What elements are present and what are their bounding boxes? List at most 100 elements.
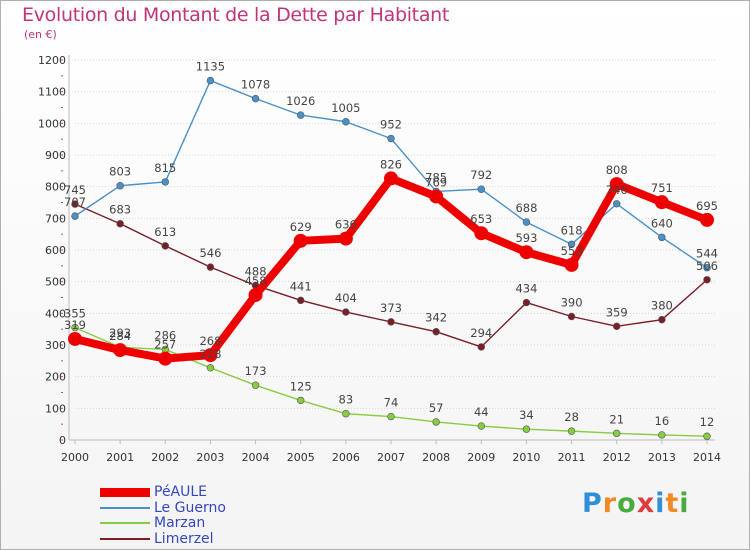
data-label: 506 xyxy=(696,259,718,273)
logo-letter: i xyxy=(655,488,666,519)
legend-item: Marzan xyxy=(100,515,205,531)
data-label: 257 xyxy=(154,338,176,352)
data-label: 284 xyxy=(109,329,131,343)
data-label: 785 xyxy=(425,170,447,184)
x-tick-label: 2007 xyxy=(377,451,405,464)
x-tick-label: 2011 xyxy=(558,451,586,464)
data-point xyxy=(206,364,215,372)
data-point xyxy=(68,331,82,346)
x-tick-label: 2006 xyxy=(332,451,360,464)
y-tick-label: 200 xyxy=(45,371,66,384)
data-point xyxy=(293,233,308,248)
data-point xyxy=(387,134,395,143)
legend-item: PéAULE xyxy=(100,484,207,500)
legend-item: Limerzel xyxy=(100,531,214,547)
data-label: 83 xyxy=(339,393,354,407)
data-point xyxy=(206,76,215,85)
data-label: 57 xyxy=(429,401,444,415)
x-tick-label: 2008 xyxy=(422,451,450,464)
data-label: 342 xyxy=(425,311,447,325)
data-label: 808 xyxy=(606,163,628,177)
data-label: 380 xyxy=(651,299,673,313)
data-point xyxy=(522,218,531,226)
data-point xyxy=(161,178,169,186)
data-point xyxy=(116,182,124,190)
data-label: 593 xyxy=(515,231,537,245)
data-point xyxy=(297,296,305,305)
y-tick-label: 100 xyxy=(45,402,66,415)
data-point xyxy=(71,212,79,220)
data-point xyxy=(522,425,531,433)
legend-label: Limerzel xyxy=(154,530,214,547)
data-point xyxy=(477,422,485,430)
legend-swatch xyxy=(100,506,150,509)
logo-letter: P xyxy=(582,488,603,519)
data-label: 695 xyxy=(696,199,718,213)
y-tick-label: 600 xyxy=(45,244,66,257)
data-label: 553 xyxy=(561,244,583,258)
data-point xyxy=(113,343,128,358)
x-tick-label: 2012 xyxy=(603,451,631,464)
x-tick-label: 2014 xyxy=(693,451,721,464)
chart-unit: (en €) xyxy=(24,28,57,41)
data-label: 458 xyxy=(245,274,267,288)
data-label: 613 xyxy=(154,225,176,239)
data-point xyxy=(206,263,215,271)
x-tick-label: 2009 xyxy=(467,451,495,464)
data-label: 373 xyxy=(380,301,402,315)
data-label: 390 xyxy=(561,296,583,310)
y-tick-label: 1000 xyxy=(38,117,66,130)
data-label: 746 xyxy=(606,183,628,197)
data-point xyxy=(613,200,621,208)
legend-label: PéAULE xyxy=(154,484,208,500)
data-point xyxy=(564,257,579,272)
data-label: 769 xyxy=(425,175,447,189)
data-label: 319 xyxy=(64,318,86,332)
data-point xyxy=(703,276,711,284)
data-point xyxy=(116,220,124,228)
data-point xyxy=(297,396,305,405)
data-label: 125 xyxy=(290,379,312,393)
data-point xyxy=(158,351,173,366)
y-tick-label: 900 xyxy=(45,149,66,162)
data-point xyxy=(567,427,576,435)
data-label: 228 xyxy=(199,347,221,361)
data-point xyxy=(658,233,666,242)
legend-swatch xyxy=(100,522,150,524)
x-tick-label: 2010 xyxy=(512,451,540,464)
data-point xyxy=(71,200,79,208)
legend-item: Le Guerno xyxy=(100,500,226,516)
data-label: 16 xyxy=(655,414,670,428)
data-label: 434 xyxy=(515,282,537,296)
data-point xyxy=(613,322,621,331)
data-label: 546 xyxy=(199,246,221,260)
y-tick-label: 400 xyxy=(45,307,66,320)
x-tick-label: 2001 xyxy=(106,451,134,464)
data-label: 34 xyxy=(519,408,534,422)
data-point xyxy=(567,240,576,249)
data-label: 488 xyxy=(245,264,267,278)
y-tick-label: 1200 xyxy=(38,54,66,67)
y-tick-label: 300 xyxy=(45,339,66,352)
data-labels: 319 284 257 268 458 629 636 826 769 653 593 553 808 7… xyxy=(64,60,718,430)
data-point xyxy=(609,177,624,192)
y-tick-label: 700 xyxy=(45,212,66,225)
y-tick-label: 1100 xyxy=(38,86,66,99)
x-tick-label: 2004 xyxy=(242,451,270,464)
data-point xyxy=(522,298,531,307)
data-label: 441 xyxy=(290,279,312,293)
logo-letter: i xyxy=(679,488,690,519)
data-point xyxy=(387,412,395,421)
data-label: 826 xyxy=(380,157,402,171)
data-point xyxy=(297,111,305,119)
data-label: 707 xyxy=(64,195,86,209)
logo-letter: x xyxy=(636,488,656,519)
x-tick-label: 2000 xyxy=(61,451,89,464)
data-point xyxy=(519,245,534,260)
logo-letter: o xyxy=(617,488,637,519)
data-label: 618 xyxy=(561,223,583,237)
data-label: 745 xyxy=(64,183,86,197)
data-point xyxy=(203,348,218,363)
data-point xyxy=(161,242,169,250)
